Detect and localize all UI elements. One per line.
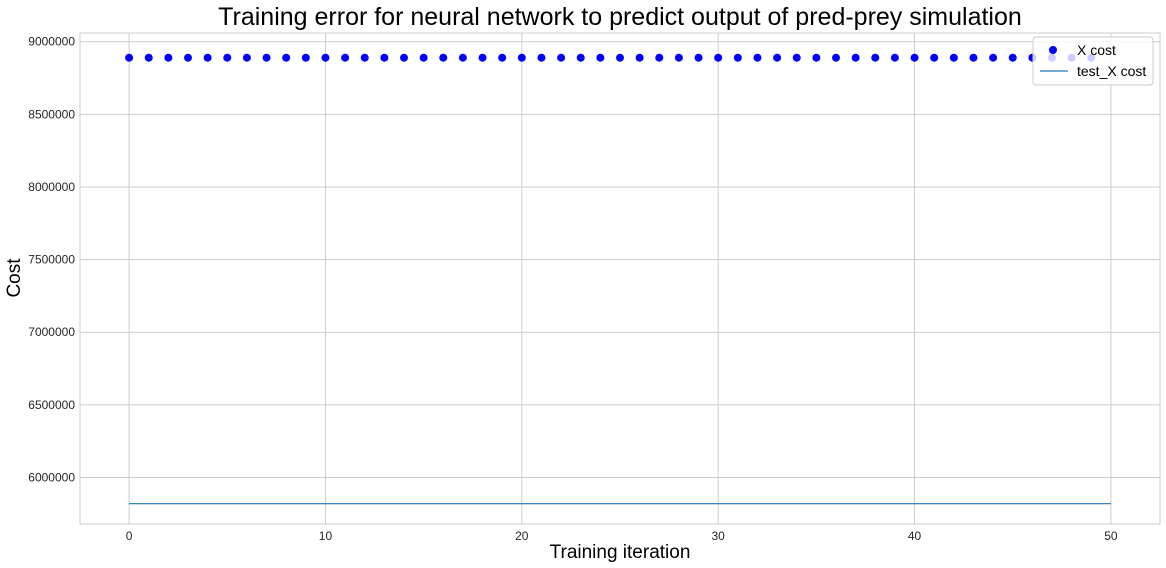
x-cost-point (301, 53, 310, 62)
x-cost-point (616, 53, 624, 62)
x-tick-label: 0 (126, 529, 133, 543)
x-cost-point (969, 53, 978, 62)
x-cost-point (537, 53, 546, 62)
x-cost-point (282, 53, 291, 62)
x-cost-point (812, 53, 821, 62)
x-cost-point (360, 53, 369, 62)
x-tick-label: 20 (515, 529, 529, 543)
x-cost-point (458, 53, 467, 62)
x-cost-point (400, 53, 408, 62)
y-tick-label: 6000000 (28, 471, 75, 485)
x-cost-point (655, 53, 664, 62)
x-cost-point (890, 53, 899, 62)
chart-title: Training error for neural network to pre… (218, 3, 1022, 31)
x-cost-point (184, 53, 192, 62)
x-cost-point (223, 53, 232, 62)
legend: X cost test_X cost (1032, 36, 1154, 86)
x-cost-point (576, 53, 585, 62)
x-cost-point (380, 53, 389, 62)
x-cost-point (871, 53, 880, 62)
x-cost-point (989, 53, 998, 62)
x-cost-point (517, 53, 526, 62)
x-cost-point (321, 53, 330, 62)
x-cost-point (144, 53, 153, 62)
y-tick-label: 9000000 (28, 35, 75, 49)
y-tick-label: 7000000 (28, 325, 75, 339)
y-tick-label: 8500000 (28, 107, 75, 121)
x-cost-point (478, 53, 487, 62)
x-tick-label: 30 (712, 529, 726, 543)
x-cost-point (419, 53, 428, 62)
x-tick-label: 40 (908, 529, 922, 543)
x-cost-point (753, 53, 762, 62)
x-cost-point (910, 53, 919, 62)
x-cost-point (773, 53, 782, 62)
y-tick-label: 8000000 (28, 180, 75, 194)
x-cost-point (341, 53, 350, 62)
x-tick-label: 10 (319, 529, 333, 543)
x-cost-point (203, 53, 212, 62)
x-tick-label: 50 (1104, 529, 1118, 543)
x-cost-point (557, 53, 566, 62)
legend-label-x-cost: X cost (1077, 42, 1116, 58)
x-cost-point (949, 53, 958, 62)
x-cost-point (714, 53, 723, 62)
x-cost-point (596, 53, 605, 62)
legend-marker-x-cost (1049, 46, 1057, 54)
x-cost-point (733, 53, 742, 62)
x-axis-ticks: 0 10 20 30 40 50 (126, 529, 1118, 543)
x-cost-point (694, 53, 703, 62)
x-cost-point (930, 53, 939, 62)
x-cost-point (635, 53, 644, 62)
y-axis-ticks: 6000000 6500000 7000000 7500000 8000000 85000… (28, 35, 75, 485)
plot-area (79, 32, 1161, 525)
x-cost-point (242, 53, 251, 62)
x-cost-point (792, 53, 801, 62)
x-cost-point (164, 53, 173, 62)
y-tick-label: 6500000 (28, 398, 75, 412)
legend-label-test-x-cost: test_X cost (1077, 63, 1146, 79)
x-cost-point (439, 53, 448, 62)
x-cost-point (262, 53, 271, 62)
x-cost-point (851, 53, 860, 62)
grid (80, 33, 1160, 524)
x-cost-point (832, 53, 840, 62)
x-cost-point (1008, 53, 1017, 62)
y-tick-label: 7500000 (28, 253, 75, 267)
x-cost-point (125, 53, 134, 62)
x-axis-label: Training iteration (550, 542, 691, 563)
y-axis-label: Cost (4, 258, 25, 298)
x-cost-point (498, 53, 507, 62)
legend-box (1032, 36, 1154, 86)
x-cost-point (674, 53, 683, 62)
